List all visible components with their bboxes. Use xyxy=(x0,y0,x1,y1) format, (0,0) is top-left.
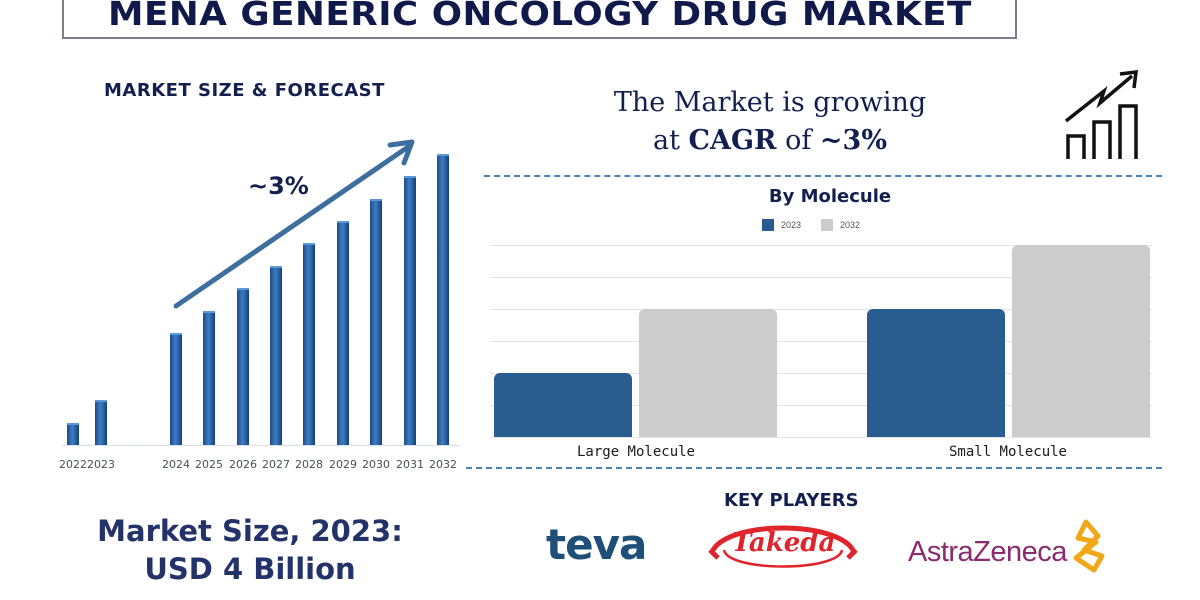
gridline xyxy=(490,341,1152,342)
growth-prefix: at xyxy=(653,125,689,156)
forecast-bar-2030 xyxy=(370,198,382,445)
molecule-chart-title: By Molecule xyxy=(768,186,892,207)
cagr-value: ~3% xyxy=(819,125,887,156)
molecule-bar-large-molecule-2023 xyxy=(494,373,632,437)
legend-swatch-2032 xyxy=(821,219,834,231)
forecast-bar-2028 xyxy=(303,243,315,445)
category-label-large-molecule: Large Molecule xyxy=(576,444,695,460)
year-label-2023: 2023 xyxy=(87,458,115,471)
teva-wordmark: teva xyxy=(546,520,647,569)
market-size-value: USD 4 Billion xyxy=(144,552,356,586)
forecast-bar-2023 xyxy=(95,400,107,445)
forecast-bar-2031 xyxy=(404,176,416,445)
divider-bottom xyxy=(466,467,1162,469)
forecast-bar-2025 xyxy=(203,310,215,445)
gridline xyxy=(490,405,1152,406)
growth-chart-icon xyxy=(1064,69,1139,159)
molecule-bar-large-molecule-2032 xyxy=(639,309,777,437)
year-label-2030: 2030 xyxy=(362,458,390,471)
teva-logo: teva xyxy=(546,520,647,569)
year-label-2031: 2031 xyxy=(396,458,424,471)
legend-item-2023: 2023 xyxy=(762,219,801,231)
market-size-summary: Market Size, 2023: USD 4 Billion xyxy=(40,512,460,588)
forecast-bar-2024 xyxy=(170,333,182,445)
takeda-logo: Takeda xyxy=(706,516,860,576)
molecule-legend: 2023 2032 xyxy=(762,219,860,231)
year-label-2026: 2026 xyxy=(229,458,257,471)
key-players-heading: KEY PLAYERS xyxy=(724,490,859,511)
forecast-bar-2022 xyxy=(67,422,79,445)
astrazeneca-symbol-icon xyxy=(1073,519,1105,573)
market-forecast-chart: ~3% 2022 2023 2024 2025 2026 2027 2028 2029 2030… xyxy=(0,0,470,480)
cagr-label: CAGR xyxy=(688,125,777,156)
legend-label-2023: 2023 xyxy=(781,220,802,230)
year-label-2032: 2032 xyxy=(429,458,457,471)
page-title: MENA GENERIC ONCOLOGY DRUG MARKET xyxy=(107,0,972,33)
forecast-bar-2029 xyxy=(337,221,349,445)
divider-top xyxy=(484,175,1162,177)
year-label-2025: 2025 xyxy=(195,458,223,471)
molecule-bar-small-molecule-2023 xyxy=(867,309,1005,437)
forecast-bar-2026 xyxy=(237,288,249,445)
astrazeneca-wordmark: AstraZeneca xyxy=(908,536,1067,568)
growth-line-1: The Market is growing xyxy=(613,87,927,118)
category-label-small-molecule: Small Molecule xyxy=(948,444,1067,460)
growth-line-2: at CAGR of ~3% xyxy=(560,122,980,160)
market-size-label: Market Size, 2023: xyxy=(97,514,403,548)
legend-label-2032: 2032 xyxy=(840,220,861,230)
astrazeneca-logo: AstraZeneca xyxy=(908,518,1108,578)
gridline xyxy=(490,245,1152,246)
molecule-bar-chart xyxy=(490,240,1160,440)
forecast-bar-2032 xyxy=(437,153,449,445)
gridline xyxy=(490,277,1152,278)
legend-swatch-2023 xyxy=(762,219,774,231)
chart-baseline xyxy=(62,445,460,446)
gridline xyxy=(490,309,1152,310)
legend-item-2032: 2032 xyxy=(821,219,860,231)
market-size-forecast-heading: MARKET SIZE & FORECAST xyxy=(104,80,385,101)
trend-arrow-icon xyxy=(173,139,415,309)
year-label-2022: 2022 xyxy=(59,458,87,471)
title-banner: MENA GENERIC ONCOLOGY DRUG MARKET xyxy=(62,0,1017,39)
growth-statement: The Market is growing at CAGR of ~3% xyxy=(560,84,980,160)
molecule-bar-small-molecule-2032 xyxy=(1012,245,1150,437)
year-label-2028: 2028 xyxy=(295,458,323,471)
gridline xyxy=(490,437,1152,438)
takeda-wordmark: Takeda xyxy=(732,528,836,558)
takeda-arch-icon xyxy=(708,525,858,568)
year-label-2029: 2029 xyxy=(329,458,357,471)
growth-mid: of xyxy=(776,125,820,156)
cagr-badge: ~3% xyxy=(248,172,309,200)
year-label-2027: 2027 xyxy=(262,458,290,471)
year-label-2024: 2024 xyxy=(162,458,190,471)
forecast-bar-2027 xyxy=(270,265,282,445)
gridline xyxy=(490,373,1152,374)
